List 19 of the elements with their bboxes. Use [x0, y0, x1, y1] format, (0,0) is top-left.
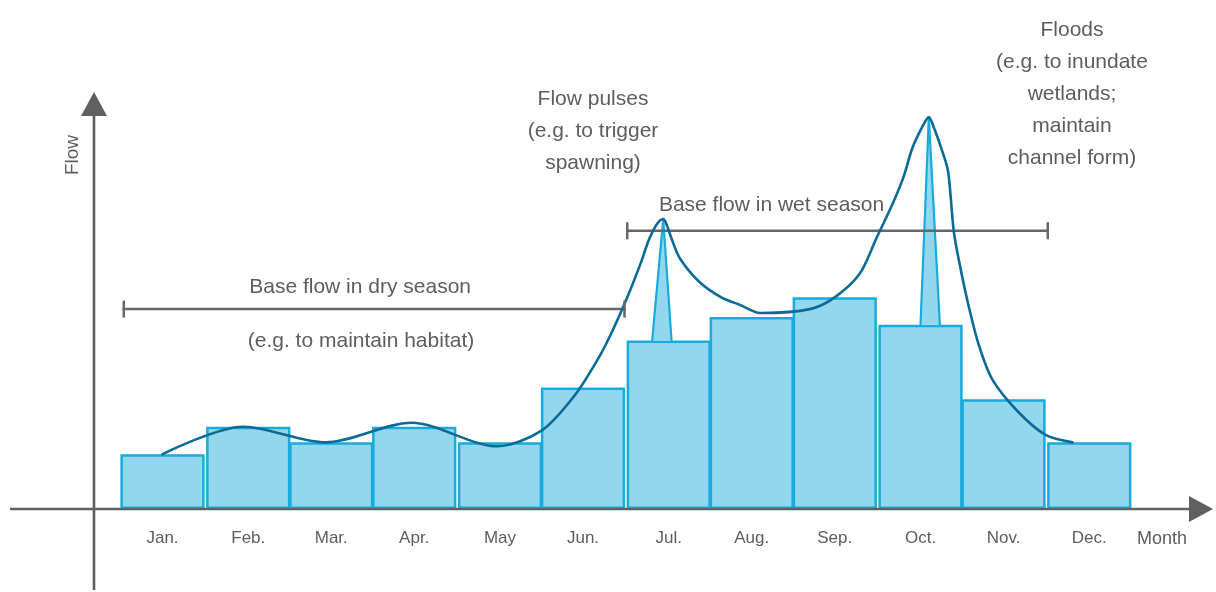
x-tick-label: Mar. [314, 528, 348, 547]
x-tick-label: Jan. [146, 528, 179, 547]
annotation: Flow pulses (e.g. to trigger spawning) [527, 85, 659, 173]
x-tick-label: Nov. [986, 528, 1021, 547]
x-tick-label: Sep. [817, 528, 853, 547]
annotation: Floods (e.g. to inundate wetlands; maintain channel form) [996, 16, 1148, 168]
x-tick-label: Oct. [904, 528, 937, 547]
x-tick-label: Apr. [399, 528, 430, 547]
x-tick-label: Jun. [566, 528, 600, 547]
series-label: Base flow in wet season [658, 192, 885, 216]
x-tick-label: Aug. [734, 528, 770, 547]
x-tick-label: May [483, 528, 517, 547]
y-axis-title: Flow [60, 134, 82, 176]
series-label: Base flow in dry season [249, 273, 472, 297]
annotation: (e.g. to maintain habitat) [247, 327, 475, 351]
x-tick-label: Feb. [231, 528, 266, 547]
x-tick-label: Jul. [655, 528, 682, 547]
x-tick-label: Dec. [1071, 528, 1107, 547]
x-axis-title: Month [1136, 528, 1187, 548]
